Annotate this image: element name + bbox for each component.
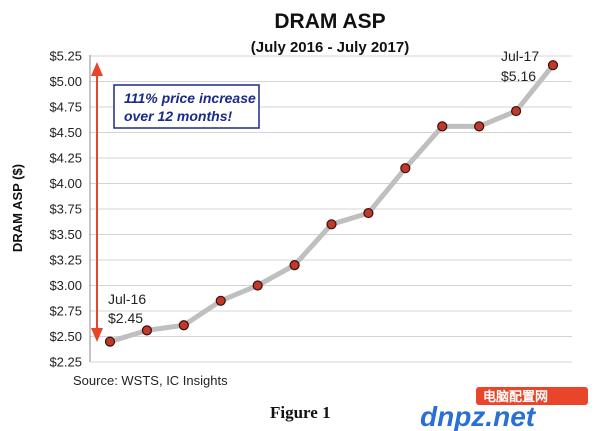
- data-point: [326, 219, 337, 230]
- source-note: Source: WSTS, IC Insights: [73, 373, 228, 388]
- y-tick-label: $3.75: [49, 202, 82, 217]
- chart-title: DRAM ASP: [274, 10, 385, 33]
- y-tick-label: $4.00: [49, 176, 82, 191]
- watermark-logo: dnpz.net: [420, 401, 537, 431]
- y-tick-label: $2.50: [49, 329, 82, 344]
- data-point: [104, 336, 116, 347]
- y-tick-label: $2.75: [49, 304, 82, 319]
- data-point: [437, 121, 448, 132]
- series-dram-asp: [104, 60, 559, 347]
- y-tick-label: $4.75: [49, 100, 82, 115]
- end-value-label: $5.16: [501, 68, 536, 84]
- chart-subtitle: (July 2016 - July 2017): [251, 39, 409, 56]
- data-point: [178, 320, 189, 331]
- callout-box: 111% price increase over 12 months!: [113, 84, 260, 129]
- data-point: [252, 280, 263, 291]
- y-tick-labels: $2.25 $2.50 $2.75 $3.00 $3.25 $3.50 $3.75 $4.00…: [49, 49, 82, 370]
- data-point: [363, 207, 374, 219]
- data-point: [547, 60, 559, 71]
- site-watermark: 电脑配置网 dnpz.net: [420, 387, 588, 431]
- y-tick-label: $3.00: [49, 278, 82, 293]
- data-point: [400, 163, 411, 174]
- data-point: [215, 295, 226, 306]
- y-tick-label: $5.00: [49, 74, 82, 89]
- y-tick-label: $5.25: [49, 49, 82, 64]
- y-tick-label: $2.25: [49, 355, 82, 370]
- start-value-label: $2.45: [108, 310, 143, 326]
- watermark-tagline: 电脑配置网: [483, 389, 548, 405]
- y-axis-label: DRAM ASP ($): [10, 164, 25, 252]
- start-date-label: Jul-16: [108, 291, 146, 307]
- data-point: [474, 121, 485, 132]
- data-point: [510, 105, 522, 117]
- callout-line-2: over 12 months!: [124, 108, 232, 124]
- figure-caption: Figure 1: [270, 403, 331, 422]
- y-tick-label: $3.25: [49, 253, 82, 268]
- y-tick-label: $3.50: [49, 227, 82, 242]
- data-point: [289, 260, 300, 271]
- increase-arrow: [91, 62, 103, 342]
- watermark-tagline-banner: [476, 387, 588, 405]
- end-date-label: Jul-17: [501, 48, 539, 64]
- y-tick-label: $4.25: [49, 151, 82, 166]
- data-point: [141, 325, 153, 336]
- y-tick-label: $4.50: [49, 125, 82, 140]
- callout-line-1: 111% price increase: [124, 90, 256, 106]
